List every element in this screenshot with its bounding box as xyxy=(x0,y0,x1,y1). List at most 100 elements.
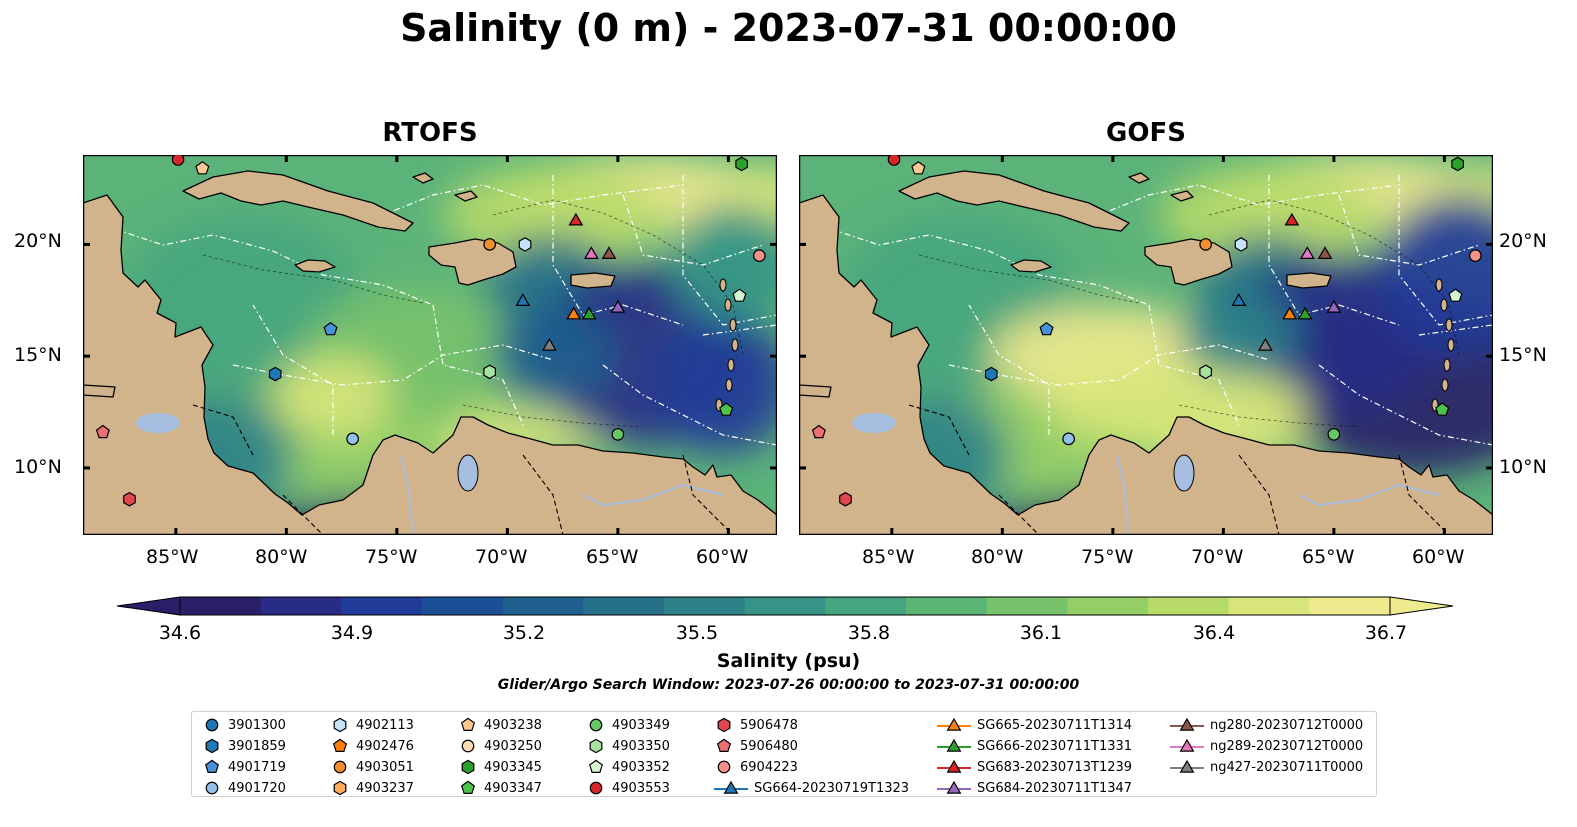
bathymetry-contour xyxy=(1178,404,1360,428)
legend-marker-shape xyxy=(460,717,476,731)
map-marker-ng289-20230712T0000 xyxy=(1299,246,1315,260)
legend-marker xyxy=(589,718,603,732)
map-marker-5906478 xyxy=(123,491,136,507)
legend-item: 4903349 xyxy=(586,715,670,735)
legend-marker xyxy=(588,759,604,773)
legend-label: SG666-20230711T1331 xyxy=(977,738,1133,754)
legend-label: SG665-20230711T1314 xyxy=(977,717,1133,733)
legend-item: SG684-20230711T1347 xyxy=(937,778,1132,798)
x-tick-label: 65°W xyxy=(1302,546,1355,568)
colorbar-segment xyxy=(180,597,262,615)
map-marker-4903352 xyxy=(732,288,747,302)
legend-item: ng280-20230712T0000 xyxy=(1170,715,1363,735)
legend-marker xyxy=(205,718,219,732)
map-marker-SG666-20230711T1331 xyxy=(1297,306,1313,320)
legend-marker xyxy=(205,781,219,795)
landmass xyxy=(454,190,478,202)
map-marker-4903347 xyxy=(719,402,734,416)
legend-item: 4903553 xyxy=(586,778,670,798)
landmass xyxy=(898,170,1130,232)
legend-item: 3901300 xyxy=(202,715,286,735)
legend-marker-shape xyxy=(589,738,603,754)
map-marker-4903352 xyxy=(1448,288,1463,302)
y-tick-label-right: 10°N xyxy=(1499,456,1547,478)
legend-marker xyxy=(460,780,476,794)
legend-item: 4903051 xyxy=(330,757,414,777)
legend-label: 4902113 xyxy=(356,717,414,733)
map-marker-4903238 xyxy=(195,161,210,175)
x-tick-label: 85°W xyxy=(146,546,199,568)
map-panel-rtofs xyxy=(83,155,777,535)
landmass xyxy=(799,384,832,398)
eez-boundary-line xyxy=(552,175,684,326)
eez-boundary-line xyxy=(948,344,1270,386)
eez-boundary-line xyxy=(602,364,777,446)
landmass xyxy=(428,238,517,286)
river xyxy=(400,454,414,535)
colorbar-extend-max xyxy=(1389,596,1454,616)
legend-label: SG683-20230713T1239 xyxy=(977,759,1133,775)
bathymetry-contour xyxy=(492,199,744,356)
island xyxy=(1435,278,1443,292)
map-marker-SG683-20230713T1239 xyxy=(568,212,584,226)
legend-marker xyxy=(589,781,603,795)
legend-marker xyxy=(937,717,971,731)
legend-marker xyxy=(333,760,347,774)
map-marker-ng280-20230712T0000 xyxy=(601,246,617,260)
country-border xyxy=(1238,454,1280,535)
legend-label: 3901859 xyxy=(228,738,286,754)
map-marker-4903051 xyxy=(483,238,497,251)
map-marker-5906480 xyxy=(95,424,110,439)
map-marker-5906478 xyxy=(839,491,852,507)
legend-marker xyxy=(937,780,971,794)
legend-marker-shape xyxy=(716,738,732,752)
eez-boundary-line xyxy=(968,304,1050,435)
island xyxy=(1447,338,1455,352)
x-tick-label: 80°W xyxy=(971,546,1024,568)
legend-item: 5906480 xyxy=(714,736,798,756)
legend-label: 4901720 xyxy=(228,780,286,796)
legend-item: 4903250 xyxy=(458,736,542,756)
bathymetry-contour xyxy=(202,254,424,304)
legend-marker xyxy=(1170,738,1204,752)
island xyxy=(729,318,737,332)
island xyxy=(727,358,735,372)
colorbar-label: Salinity (psu) xyxy=(716,650,861,672)
island xyxy=(725,378,733,392)
map-marker-SG684-20230711T1347 xyxy=(610,299,626,313)
map-marker-SG665-20230711T1314 xyxy=(566,306,582,320)
legend-marker-shape xyxy=(946,717,962,731)
map-marker-ng280-20230712T0000 xyxy=(1317,246,1333,260)
colorbar-tick-label: 36.4 xyxy=(1192,622,1236,644)
eez-boundary-line xyxy=(252,304,334,435)
legend-marker xyxy=(1170,759,1204,773)
y-tick-label-left: 20°N xyxy=(14,230,62,252)
legend-label: 3901300 xyxy=(228,717,286,733)
map-marker-6904223 xyxy=(752,249,766,262)
legend-marker-shape xyxy=(460,780,476,794)
legend-item: 4903352 xyxy=(586,757,670,777)
map-marker-4901719 xyxy=(323,321,338,336)
island xyxy=(1443,358,1451,372)
legend-item: 4902476 xyxy=(330,736,414,756)
legend-marker xyxy=(333,717,347,733)
landmass xyxy=(1010,259,1052,273)
eez-boundary-line xyxy=(232,344,554,386)
island xyxy=(1441,378,1449,392)
colorbar-segment xyxy=(502,597,584,615)
colorbar-tick-label: 35.2 xyxy=(502,622,546,644)
legend-marker-shape xyxy=(333,717,347,733)
eez-boundary-line xyxy=(1398,175,1493,326)
legend-item: 4903238 xyxy=(458,715,542,735)
legend-marker-shape xyxy=(717,760,731,774)
legend-item: ng289-20230712T0000 xyxy=(1170,736,1363,756)
y-tick-label-left: 15°N xyxy=(14,344,62,366)
island xyxy=(1440,298,1448,312)
map-marker-4901720 xyxy=(346,432,359,446)
legend-marker xyxy=(460,717,476,731)
legend-label: SG664-20230719T1323 xyxy=(754,780,910,796)
island xyxy=(719,278,727,292)
y-tick-label-right: 20°N xyxy=(1499,230,1547,252)
legend-marker xyxy=(461,759,475,775)
search-window-text: Glider/Argo Search Window: 2023-07-26 00… xyxy=(497,677,1080,693)
